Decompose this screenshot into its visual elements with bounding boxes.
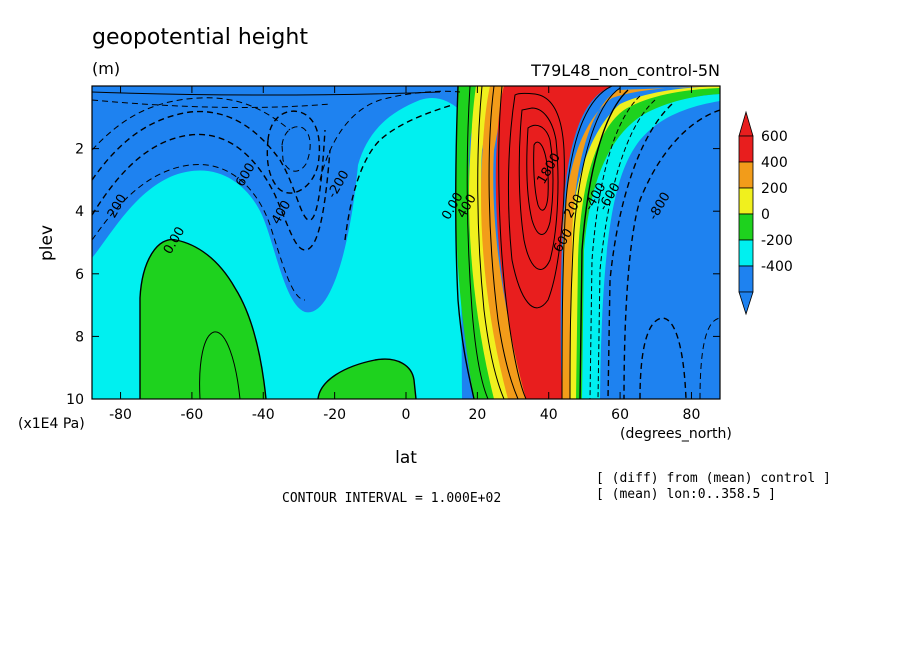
- contour-line: [507, 92, 565, 309]
- field-neg200-east: [575, 94, 720, 399]
- field-0-equator: [318, 359, 416, 399]
- y-tick-label: 8: [75, 329, 84, 345]
- colorbar-label: 200: [761, 181, 788, 197]
- contour-line: [454, 86, 475, 399]
- contour-line: [92, 110, 326, 221]
- colorbar-label: -200: [761, 233, 793, 249]
- contour-line: [281, 126, 311, 172]
- footnote-mean: [ (mean) lon:0..358.5 ]: [596, 487, 776, 502]
- field-400-jet: [481, 86, 528, 399]
- y-axis-units: (x1E4 Pa): [18, 416, 85, 432]
- contour-line: [488, 86, 519, 399]
- contour-line: [639, 317, 687, 399]
- contour-line: [92, 97, 291, 151]
- x-tick-label: -80: [109, 407, 132, 423]
- x-tick-label: -60: [180, 407, 203, 423]
- contour-lines: [92, 86, 720, 399]
- contour-line: [317, 358, 417, 399]
- field-200-jet: [469, 86, 514, 399]
- x-tick-label: -40: [252, 407, 275, 423]
- contour-line: [623, 109, 720, 399]
- contour-fields: [92, 86, 720, 399]
- contour-line: [92, 163, 306, 301]
- colorbar-swatch: [738, 213, 754, 241]
- contour-line: [498, 86, 527, 399]
- contour-line: [533, 141, 549, 211]
- contour-line: [589, 95, 641, 399]
- contour-line: [466, 86, 489, 399]
- y-tick-label: 10: [66, 392, 84, 408]
- colorbar-swatch: [738, 265, 754, 293]
- colorbar-top-arrow: [738, 110, 754, 137]
- contour-line: [92, 133, 331, 251]
- x-tick-label: 60: [611, 407, 629, 423]
- colorbar: 600 400 200 0 -200 -400: [738, 110, 793, 316]
- contour-line: [526, 124, 554, 235]
- x-tick-label: 20: [468, 407, 486, 423]
- chart-title: geopotential height: [92, 25, 308, 50]
- x-tick-label: -20: [323, 407, 346, 423]
- contour-line: [569, 87, 621, 399]
- contour-line: [92, 91, 441, 96]
- contour-line: [139, 238, 267, 399]
- y-tick-label: 6: [75, 267, 84, 283]
- contour-line: [607, 103, 673, 399]
- plot-area: 600400200-2000.000.004001800600200-400-6…: [91, 85, 721, 400]
- contour-interval-note: CONTOUR INTERVAL = 1.000E+02: [282, 491, 501, 506]
- colorbar-bottom-arrow: [738, 291, 754, 316]
- colorbar-swatch: [738, 187, 754, 215]
- chart-units: (m): [92, 59, 120, 78]
- contour-line: [199, 331, 241, 399]
- contour-line: [92, 99, 331, 108]
- colorbar-label: 400: [761, 155, 788, 171]
- contour-line: [319, 90, 461, 181]
- colorbar-label: 600: [761, 129, 788, 145]
- y-axis-label: plev: [37, 225, 57, 261]
- contour-line: [561, 86, 613, 399]
- colorbar-label: -400: [761, 259, 793, 275]
- x-axis-units: (degrees_north): [620, 426, 732, 442]
- x-tick-label: 0: [402, 407, 411, 423]
- footnote-diff: [ (diff) from (mean) control ]: [596, 471, 831, 486]
- contour-line: [344, 104, 453, 241]
- contour-line: [699, 317, 720, 399]
- colorbar-swatch: [738, 161, 754, 189]
- contour-line: [579, 89, 629, 399]
- y-tick-label: 4: [75, 204, 84, 220]
- colorbar-swatch: [738, 135, 754, 163]
- colorbar-label: 0: [761, 207, 770, 223]
- colorbar-swatch: [738, 239, 754, 267]
- y-axis: 2 4 6 8 10: [66, 142, 720, 408]
- x-tick-label: 80: [683, 407, 701, 423]
- contour-line: [477, 86, 505, 399]
- field-0-south: [140, 239, 266, 399]
- contour-line: [518, 107, 559, 270]
- y-tick-label: 2: [75, 142, 84, 158]
- contour-line: [597, 99, 656, 399]
- x-tick-label: 40: [540, 407, 558, 423]
- run-label: T79L48_non_control-5N: [530, 61, 720, 81]
- x-axis-label: lat: [395, 448, 417, 468]
- x-axis: -80 -60 -40 -20 0 20 40 60 80: [109, 86, 700, 423]
